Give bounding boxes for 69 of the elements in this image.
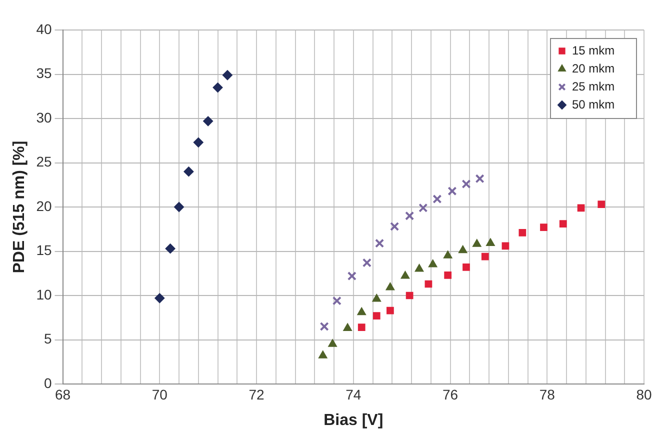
- point: [540, 224, 548, 232]
- point: [400, 271, 410, 279]
- point: [577, 204, 585, 212]
- point: [328, 339, 337, 347]
- point: [154, 293, 165, 304]
- point: [432, 194, 442, 204]
- point: [390, 222, 400, 232]
- point: [372, 294, 382, 302]
- legend-label: 15 mkm: [572, 43, 615, 58]
- point: [357, 307, 366, 316]
- point: [462, 264, 470, 271]
- x-tick-label: 68: [54, 386, 71, 402]
- point: [318, 350, 328, 358]
- point: [372, 312, 380, 320]
- point: [174, 202, 184, 212]
- point: [424, 280, 432, 288]
- x-tick-label: 80: [636, 386, 652, 402]
- point: [362, 258, 372, 268]
- point: [212, 82, 223, 93]
- point: [518, 228, 526, 236]
- x-axis-title: Bias [V]: [324, 412, 384, 429]
- point: [358, 324, 366, 332]
- y-tick-label: 15: [36, 242, 52, 258]
- point: [193, 137, 204, 148]
- point: [475, 174, 484, 184]
- y-tick-label: 30: [36, 109, 52, 126]
- y-tick-label: 20: [36, 198, 52, 214]
- point: [418, 203, 428, 212]
- point: [406, 292, 414, 300]
- point: [486, 238, 495, 246]
- y-tick-label: 10: [36, 286, 52, 302]
- x-tick-label: 74: [346, 386, 362, 402]
- point: [472, 239, 482, 247]
- y-tick-label: 0: [44, 374, 52, 391]
- point: [443, 250, 452, 258]
- point: [462, 179, 471, 189]
- x-tick-label: 72: [248, 386, 265, 402]
- y-tick-label: 35: [36, 65, 52, 82]
- point: [184, 166, 194, 177]
- point: [343, 323, 352, 331]
- point: [502, 242, 510, 250]
- x-tick-label: 78: [539, 386, 556, 402]
- point: [448, 186, 457, 196]
- point: [458, 245, 468, 254]
- point: [386, 306, 394, 314]
- point: [428, 260, 438, 268]
- point: [481, 252, 489, 260]
- point: [375, 238, 384, 248]
- x-tick-label: 70: [152, 386, 168, 402]
- point: [405, 211, 414, 220]
- legend-label: 50 mkm: [572, 97, 615, 112]
- point: [386, 282, 395, 290]
- legend-label: 20 mkm: [572, 61, 615, 76]
- point: [347, 271, 356, 281]
- point: [444, 271, 452, 279]
- y-tick-label: 25: [36, 154, 52, 170]
- point: [414, 264, 424, 272]
- y-axis-title: PDE (515 nm) [%]: [11, 140, 28, 274]
- x-tick-label: 76: [442, 386, 458, 402]
- legend-label: 25 mkm: [572, 79, 615, 94]
- point: [598, 200, 606, 208]
- y-tick-label: 5: [44, 330, 52, 347]
- point: [332, 296, 342, 306]
- point: [222, 70, 232, 80]
- point: [165, 244, 176, 254]
- y-tick-label: 40: [36, 20, 52, 37]
- point: [320, 322, 329, 332]
- point: [203, 116, 214, 126]
- point: [559, 220, 567, 228]
